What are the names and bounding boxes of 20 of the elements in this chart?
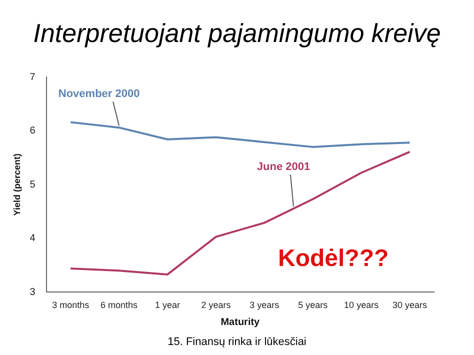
y-tick-label: 4 [30, 233, 36, 244]
x-tick-label: 5 years [298, 300, 328, 310]
x-tick-label: 3 years [250, 300, 280, 310]
y-tick-label: 7 [30, 72, 36, 83]
x-tick-label: 10 years [344, 300, 380, 310]
x-tick-label: 30 years [392, 300, 428, 310]
y-tick-label: 5 [30, 179, 36, 190]
y-axis-title: Yield (percent) [12, 154, 22, 216]
y-tick-label: 6 [30, 126, 36, 137]
chart-title: Interpretuojant pajamingumo kreivę [32, 18, 442, 49]
x-tick-label: 2 years [201, 300, 232, 310]
x-tick-label: 1 year [154, 300, 180, 310]
y-tick-label: 3 [30, 286, 36, 298]
text: 15. Finansų rinka ir lūkesčiai [166, 336, 308, 348]
text: June 2001 [256, 161, 310, 174]
text: November 2000 [58, 88, 140, 100]
x-tick-label: 3 months [52, 300, 90, 310]
x-axis-title: Maturity [220, 316, 260, 328]
x-tick-label: 6 months [100, 300, 138, 310]
annotation: Kodėl??? [278, 245, 389, 273]
